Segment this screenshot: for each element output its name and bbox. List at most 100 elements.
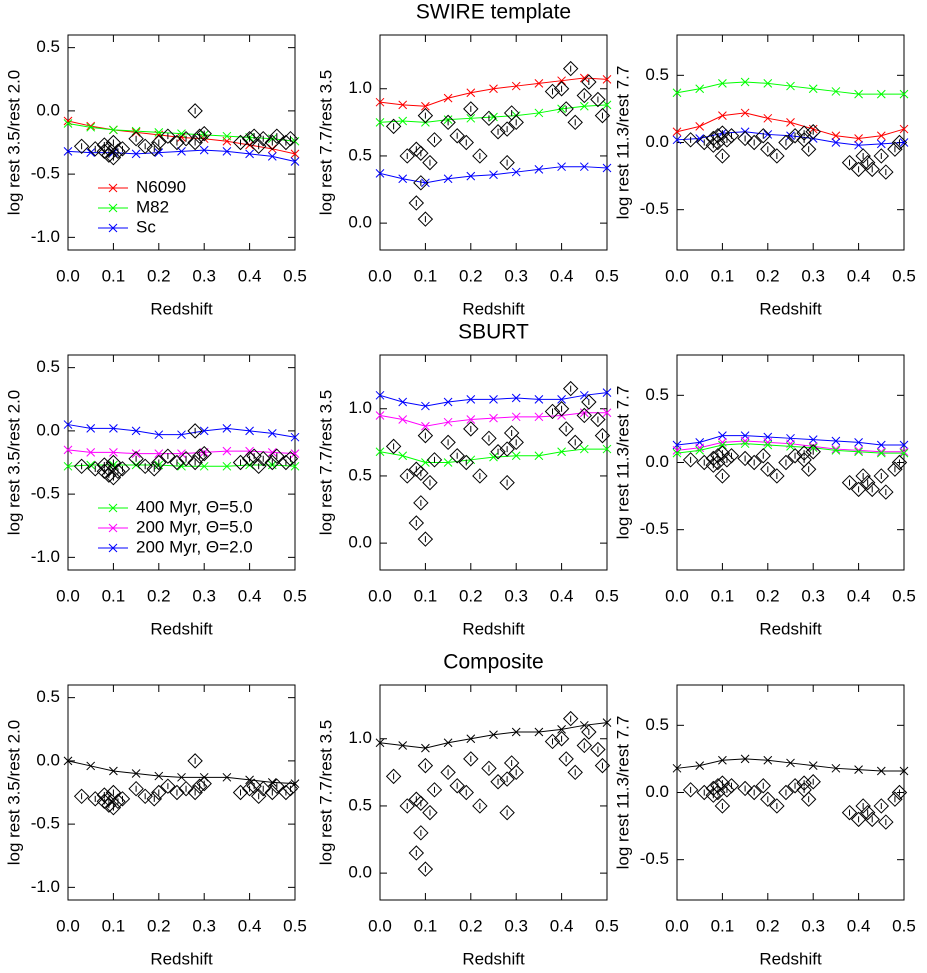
data-diamond xyxy=(850,161,867,178)
data-diamond xyxy=(841,154,858,171)
x-marker xyxy=(290,432,300,442)
x-tick-label: 0.4 xyxy=(550,916,574,935)
data-diamond xyxy=(714,775,731,791)
model-line xyxy=(379,77,608,107)
x-tick-label: 0.0 xyxy=(368,266,392,285)
model-line xyxy=(67,760,296,785)
data-diamond xyxy=(73,138,90,155)
x-marker xyxy=(579,390,589,400)
data-diamond xyxy=(449,778,465,794)
x-marker xyxy=(534,412,544,422)
data-diamond xyxy=(714,125,731,141)
x-marker xyxy=(466,415,476,424)
data-diamond xyxy=(499,771,515,787)
y-axis-label: log rest 7.7/rest 3.5 xyxy=(316,390,335,536)
y-axis-label: log rest 7.7/rest 3.5 xyxy=(316,720,335,866)
plot-frame xyxy=(67,34,296,251)
x-marker xyxy=(786,131,795,141)
data-diamond xyxy=(800,461,817,477)
x-marker xyxy=(602,444,612,454)
data-diamond xyxy=(399,148,415,164)
data-diamond xyxy=(187,454,203,471)
x-marker xyxy=(695,134,705,143)
data-diamond xyxy=(87,791,103,807)
data-diamond xyxy=(178,130,194,147)
data-diamond xyxy=(232,784,249,801)
x-marker xyxy=(398,116,408,126)
x-marker xyxy=(557,394,566,404)
data-diamond xyxy=(805,774,821,790)
data-diamond xyxy=(417,211,434,227)
data-diamond xyxy=(841,474,858,491)
data-diamond xyxy=(269,778,285,794)
x-marker xyxy=(808,435,818,445)
data-diamond xyxy=(562,60,579,77)
x-marker xyxy=(375,390,385,400)
data-diamond xyxy=(855,468,871,484)
data-diamond xyxy=(269,128,285,144)
data-diamond xyxy=(855,798,871,814)
data-diamond xyxy=(114,791,131,807)
data-diamond xyxy=(696,134,712,151)
x-tick-label: 0.2 xyxy=(147,266,171,285)
data-diamond xyxy=(440,114,456,131)
x-marker xyxy=(831,436,841,446)
data-diamond xyxy=(760,461,776,477)
x-axis-label: Redshift xyxy=(150,299,213,318)
y-tick-label: 0.5 xyxy=(645,385,669,404)
data-diamond xyxy=(105,469,122,486)
x-marker xyxy=(899,440,909,450)
data-diamond xyxy=(682,782,699,798)
x-marker xyxy=(763,130,773,139)
x-marker xyxy=(876,440,886,450)
x-tick-label: 0.0 xyxy=(665,916,689,935)
x-marker xyxy=(786,81,795,91)
x-tick-label: 0.1 xyxy=(414,586,438,605)
data-diamond xyxy=(576,737,593,754)
model-line xyxy=(379,448,607,463)
x-marker xyxy=(177,772,186,782)
x-marker xyxy=(489,413,498,423)
x-tick-label: 0.1 xyxy=(102,586,126,605)
legend-label: 200 Myr, Θ=2.0 xyxy=(136,537,253,556)
data-diamond xyxy=(417,427,434,444)
x-marker xyxy=(398,100,408,110)
y-tick-label: 0.5 xyxy=(645,65,669,84)
x-tick-label: 0.3 xyxy=(504,266,528,285)
data-diamond xyxy=(590,411,606,428)
data-diamond xyxy=(422,154,438,171)
x-marker xyxy=(740,439,750,449)
x-tick-label: 0.3 xyxy=(192,586,216,605)
y-tick-label: -1.0 xyxy=(31,227,60,246)
x-marker xyxy=(63,119,73,128)
y-tick-label: 0.0 xyxy=(348,533,372,552)
data-diamond xyxy=(426,132,443,148)
x-marker xyxy=(511,167,521,177)
y-tick-label: 1.0 xyxy=(348,728,372,747)
data-diamond xyxy=(855,148,871,164)
x-marker xyxy=(222,146,232,156)
data-diamond xyxy=(737,780,753,797)
x-marker xyxy=(489,84,498,94)
data-diamond xyxy=(769,148,785,164)
x-tick-label: 0.4 xyxy=(550,266,574,285)
data-diamond xyxy=(859,804,876,821)
data-diamond xyxy=(160,448,176,464)
legend-label: N6090 xyxy=(136,177,186,196)
data-diamond xyxy=(878,164,894,180)
x-marker xyxy=(177,146,186,156)
data-diamond xyxy=(105,799,122,816)
data-diamond xyxy=(426,452,443,468)
panel: 0.0 0.1 0.2 0.3 0.4 0.5 -1.0 -0.5 0.0 0.5 Redshift… xyxy=(4,34,307,318)
x-marker xyxy=(511,412,521,422)
x-marker xyxy=(63,420,73,429)
x-marker xyxy=(443,417,453,427)
x-tick-label: 0.0 xyxy=(665,586,689,605)
x-marker xyxy=(290,157,300,166)
x-tick-label: 0.1 xyxy=(414,916,438,935)
x-marker xyxy=(375,738,385,748)
x-marker xyxy=(808,84,818,94)
legend-label: 400 Myr, Θ=5.0 xyxy=(136,497,253,516)
x-marker xyxy=(421,101,430,111)
x-tick-label: 0.4 xyxy=(847,586,871,605)
